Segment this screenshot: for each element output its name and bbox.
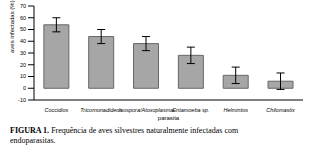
svg-text:-10: -10 — [18, 97, 26, 103]
svg-text:30: 30 — [20, 50, 26, 56]
svg-text:Coccidios: Coccidios — [44, 107, 68, 113]
svg-text:40: 40 — [20, 38, 26, 44]
svg-text:70: 70 — [20, 3, 26, 9]
svg-text:60: 60 — [20, 15, 26, 21]
svg-text:10: 10 — [20, 73, 26, 79]
svg-text:Helmintos: Helmintos — [224, 107, 249, 113]
svg-text:Tricomonadideos: Tricomonadideos — [80, 107, 122, 113]
svg-text:Chilomastix: Chilomastix — [266, 107, 295, 113]
svg-text:Isospora/Atoxoplasma: Isospora/Atoxoplasma — [119, 107, 173, 113]
html-text:FIGURA 1. Frequência de aves s: FIGURA 1. Frequência de aves silvestres … — [10, 126, 239, 145]
svg-text:parasita: parasita — [158, 115, 180, 121]
svg-text:0: 0 — [23, 85, 26, 91]
svg-text:aves infectadas (%): aves infectadas (%) — [9, 0, 15, 53]
svg-text:50: 50 — [20, 26, 26, 32]
svg-text:Entamoeba sp.: Entamoeba sp. — [172, 107, 209, 113]
svg-text:20: 20 — [20, 62, 26, 68]
